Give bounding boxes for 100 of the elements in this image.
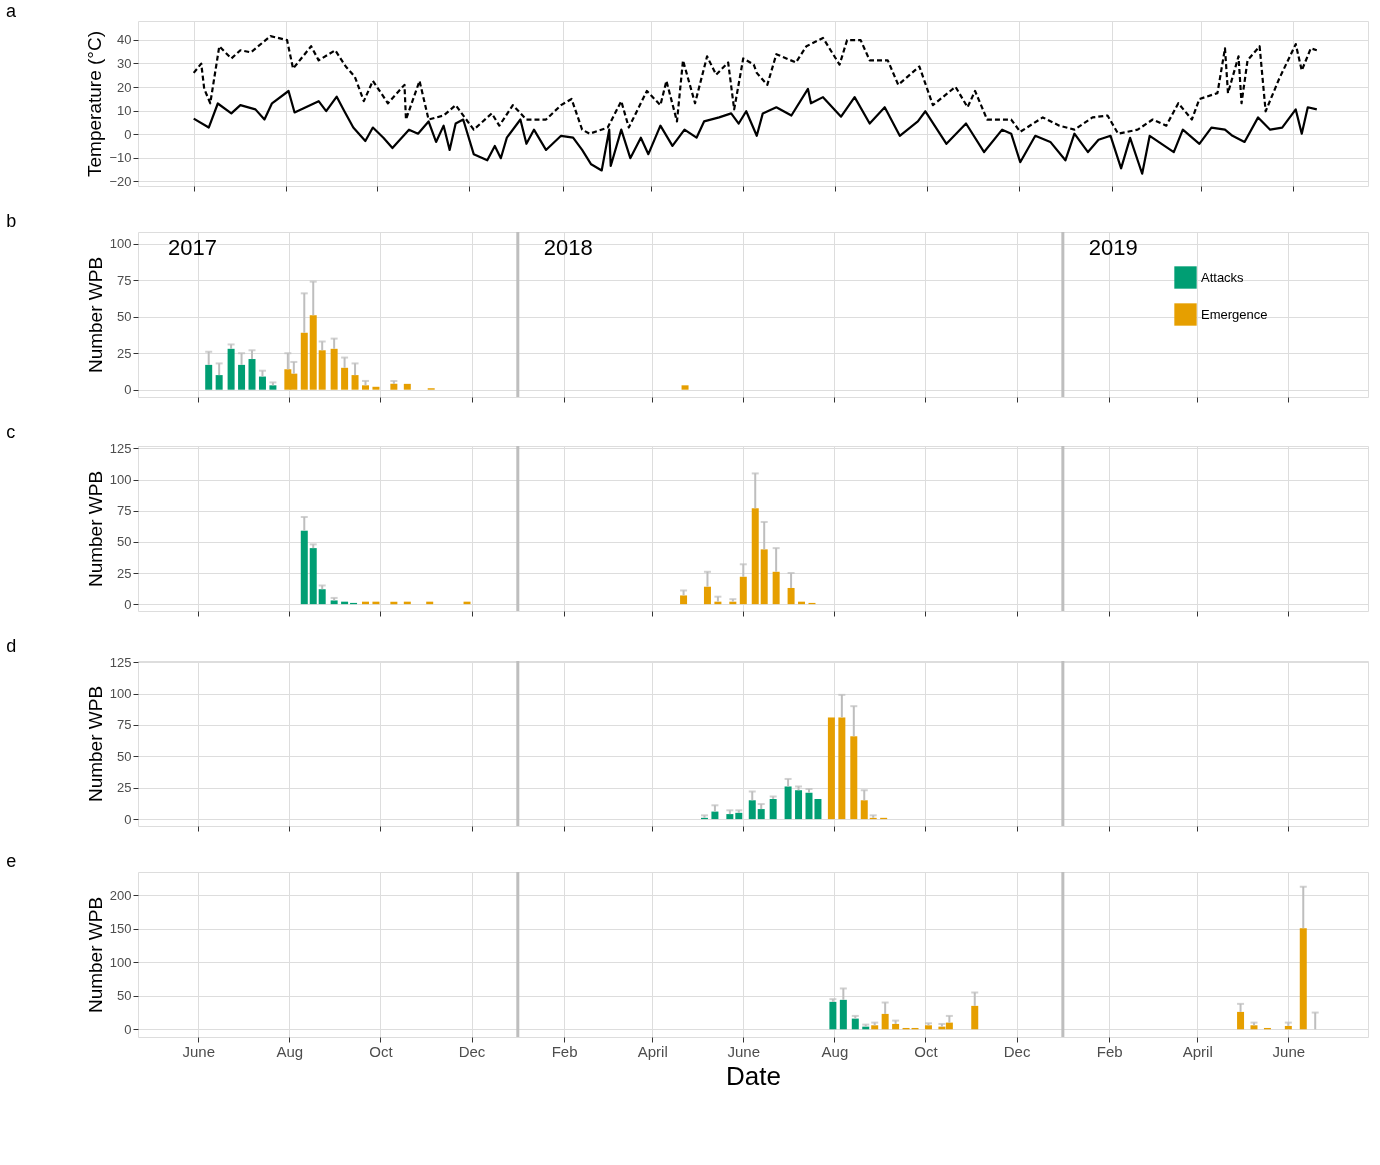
y-tick-label: 150 (109, 921, 132, 937)
bar (258, 376, 266, 390)
legend-label: Attacks (1201, 269, 1245, 285)
bar (703, 586, 711, 605)
bar (330, 348, 338, 390)
y-tick-label: 0 (124, 1021, 132, 1037)
y-tick-label: −20 (109, 173, 132, 189)
y-tick-label: 75 (117, 272, 132, 288)
y-tick-label: 125 (109, 654, 132, 670)
bar (330, 600, 338, 605)
y-tick-label: 50 (117, 534, 132, 550)
y-tick-label: 0 (124, 382, 132, 398)
y-tick-label: 0 (124, 126, 132, 142)
annotation: 2017 (168, 235, 217, 260)
bar (1299, 928, 1307, 1030)
y-axis-title: Number WPB (84, 470, 106, 588)
y-tick-label: 40 (117, 32, 132, 48)
ref-line-label: 2018 (543, 235, 593, 260)
bar (735, 812, 743, 820)
bar (309, 315, 317, 390)
y-tick-label: 20 (117, 79, 132, 95)
x-tick-label: June (182, 1042, 216, 1060)
bar (839, 999, 847, 1030)
bar (300, 332, 308, 390)
x-tick-label: Feb (551, 1042, 578, 1060)
bar (1237, 1011, 1245, 1030)
bar (772, 571, 780, 605)
bar (362, 385, 369, 390)
bar (403, 383, 411, 390)
bar (784, 786, 792, 820)
y-tick-label: 125 (109, 440, 132, 456)
x-tick-label: Dec (458, 1042, 486, 1060)
x-tick-label: June (1272, 1042, 1306, 1060)
bar (248, 359, 256, 390)
x-tick-label: April (637, 1042, 668, 1060)
x-axis-title: Date (726, 1060, 781, 1091)
bar (881, 1013, 889, 1030)
y-tick-label: 200 (109, 887, 132, 903)
y-tick-label: 50 (117, 988, 132, 1004)
bar (269, 385, 277, 390)
x-tick-label: Oct (369, 1042, 394, 1060)
y-tick-label: −10 (109, 150, 132, 166)
bar (787, 587, 795, 605)
bar (827, 717, 835, 820)
bar (829, 1001, 837, 1030)
chart-title: e (6, 850, 17, 871)
bar (711, 811, 719, 820)
chart-title: d (6, 636, 17, 657)
y-tick-label: 75 (117, 717, 132, 733)
y-tick-label: 25 (117, 565, 132, 581)
y-axis-title: Number WPB (84, 256, 106, 374)
bar (971, 1005, 979, 1030)
y-tick-label: 30 (117, 55, 132, 71)
chart-title: a (5, 1, 17, 21)
x-tick-label: Oct (914, 1042, 939, 1060)
bar (341, 367, 349, 390)
bar (748, 800, 756, 820)
x-tick-label: Dec (1003, 1042, 1031, 1060)
x-tick-label: June (727, 1042, 761, 1060)
y-tick-label: 100 (109, 472, 132, 488)
bar (238, 364, 246, 390)
y-axis-title: Number WPB (84, 685, 106, 803)
bar (760, 549, 768, 605)
y-tick-label: 10 (117, 103, 132, 119)
x-tick-label: April (1182, 1042, 1213, 1060)
y-axis-title: Number WPB (84, 896, 106, 1014)
bar (757, 809, 765, 820)
y-tick-label: 0 (124, 596, 132, 612)
bar (860, 800, 868, 820)
y-tick-label: 25 (117, 780, 132, 796)
bar (892, 1023, 900, 1030)
legend-label: Emergence (1201, 306, 1268, 322)
y-tick-label: 0 (124, 811, 132, 827)
bar (739, 576, 747, 605)
x-tick-label: Feb (1096, 1042, 1123, 1060)
bar (851, 1018, 859, 1030)
bar (814, 799, 822, 820)
bar (769, 799, 777, 820)
bar (871, 1025, 879, 1030)
bar (390, 383, 398, 390)
x-tick-label: Aug (821, 1042, 849, 1060)
y-tick-label: 25 (117, 345, 132, 361)
chart-title: c (6, 422, 16, 443)
y-axis-title: Temperature (°C) (84, 31, 106, 177)
bar (751, 508, 759, 605)
ref-line-label: 2019 (1088, 235, 1138, 260)
bar (850, 736, 858, 820)
bar (351, 375, 359, 390)
y-tick-label: 100 (109, 954, 132, 970)
y-tick-label: 100 (109, 686, 132, 702)
bar (300, 530, 308, 605)
bar (205, 364, 213, 390)
x-tick-label: Aug (276, 1042, 304, 1060)
bar (215, 375, 223, 390)
y-tick-label: 75 (117, 503, 132, 519)
y-tick-label: 50 (117, 748, 132, 764)
y-tick-label: 100 (109, 236, 132, 252)
chart-title: b (6, 210, 17, 231)
bar (838, 717, 846, 820)
bar (372, 386, 380, 390)
